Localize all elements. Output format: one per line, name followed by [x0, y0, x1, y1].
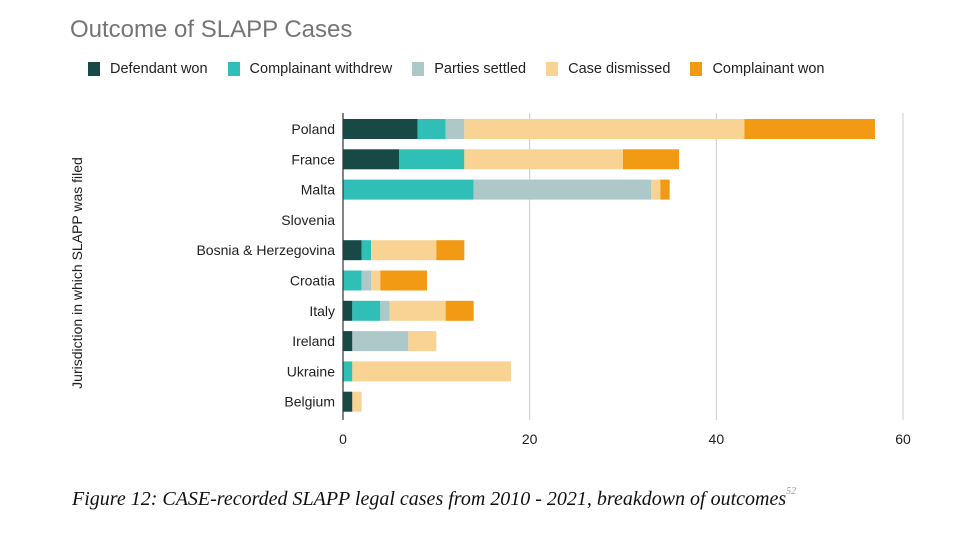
y-category-label: Croatia	[290, 273, 335, 289]
bar-segment	[343, 119, 418, 139]
bar-segment	[389, 300, 446, 321]
legend-item: Complainant won	[690, 61, 824, 77]
bar-segment	[380, 300, 390, 321]
y-category-label: Slovenia	[281, 212, 335, 228]
bar-segment	[380, 270, 427, 291]
legend-label: Complainant withdrew	[249, 61, 393, 77]
bar-segment	[417, 119, 446, 139]
bar-segment	[408, 331, 437, 352]
bar-segment	[464, 149, 623, 170]
bar-segment	[343, 149, 399, 170]
y-category-label: Belgium	[284, 394, 335, 410]
y-category-label: Ukraine	[287, 363, 335, 379]
bar-segment	[352, 331, 409, 352]
legend-swatch	[690, 62, 703, 76]
bar-segment	[744, 119, 875, 139]
legend-item: Complainant withdrew	[227, 61, 393, 77]
bar-segment	[352, 300, 381, 321]
y-category-label: Malta	[301, 182, 335, 198]
bar-segment	[464, 119, 745, 139]
bar-segment	[343, 179, 474, 200]
y-axis-title: Jurisdiction in which SLAPP was filed	[69, 157, 85, 389]
legend-label: Case dismissed	[568, 61, 671, 77]
chart-title: Outcome of SLAPP Cases	[70, 16, 353, 43]
y-category-label: Italy	[309, 303, 335, 319]
y-category-label: Poland	[291, 121, 335, 137]
figure-caption: Figure 12: CASE-recorded SLAPP legal cas…	[72, 486, 797, 511]
legend-swatch	[412, 62, 425, 76]
bar-segment	[361, 240, 371, 261]
y-category-label: Bosnia & Herzegovina	[196, 242, 335, 258]
legend-swatch	[88, 62, 100, 76]
x-tick-label: 40	[709, 431, 725, 447]
caption-footnote: 52	[786, 486, 797, 497]
bar-segment	[343, 270, 362, 291]
bar-segment	[623, 149, 679, 170]
bar-segment	[473, 179, 651, 200]
bar-segment	[660, 179, 670, 200]
bar-segment	[436, 240, 465, 261]
bar-segment	[371, 240, 437, 261]
bar-segment	[343, 361, 353, 382]
legend-swatch	[227, 62, 240, 76]
bar-segment	[445, 300, 474, 321]
legend-swatch	[546, 62, 559, 76]
bar-segment	[445, 119, 465, 139]
legend-item: Case dismissed	[546, 61, 670, 77]
bar-segment	[343, 391, 353, 412]
bar-segment	[343, 240, 362, 261]
chart-legend: Defendant won Complainant withdrew Parties…	[88, 61, 844, 77]
bar-segment	[399, 149, 465, 170]
legend-label: Defendant won	[110, 61, 208, 77]
bar-segment	[651, 179, 661, 200]
bar-segment	[343, 331, 353, 352]
bar-segment	[371, 270, 381, 291]
bar-segment	[361, 270, 371, 291]
bar-segment	[343, 300, 353, 321]
x-tick-label: 60	[895, 431, 911, 447]
y-category-label: France	[291, 151, 335, 167]
legend-label: Complainant won	[712, 61, 825, 77]
legend-item: Parties settled	[412, 61, 526, 77]
legend-item: Defendant won	[88, 61, 208, 77]
caption-text: Figure 12: CASE-recorded SLAPP legal cas…	[72, 488, 787, 510]
x-tick-label: 0	[339, 431, 347, 447]
y-category-label: Ireland	[292, 333, 335, 349]
bar-segment	[352, 361, 511, 382]
legend-label: Parties settled	[434, 61, 527, 77]
bar-segment	[352, 391, 362, 412]
x-tick-label: 20	[522, 431, 538, 447]
